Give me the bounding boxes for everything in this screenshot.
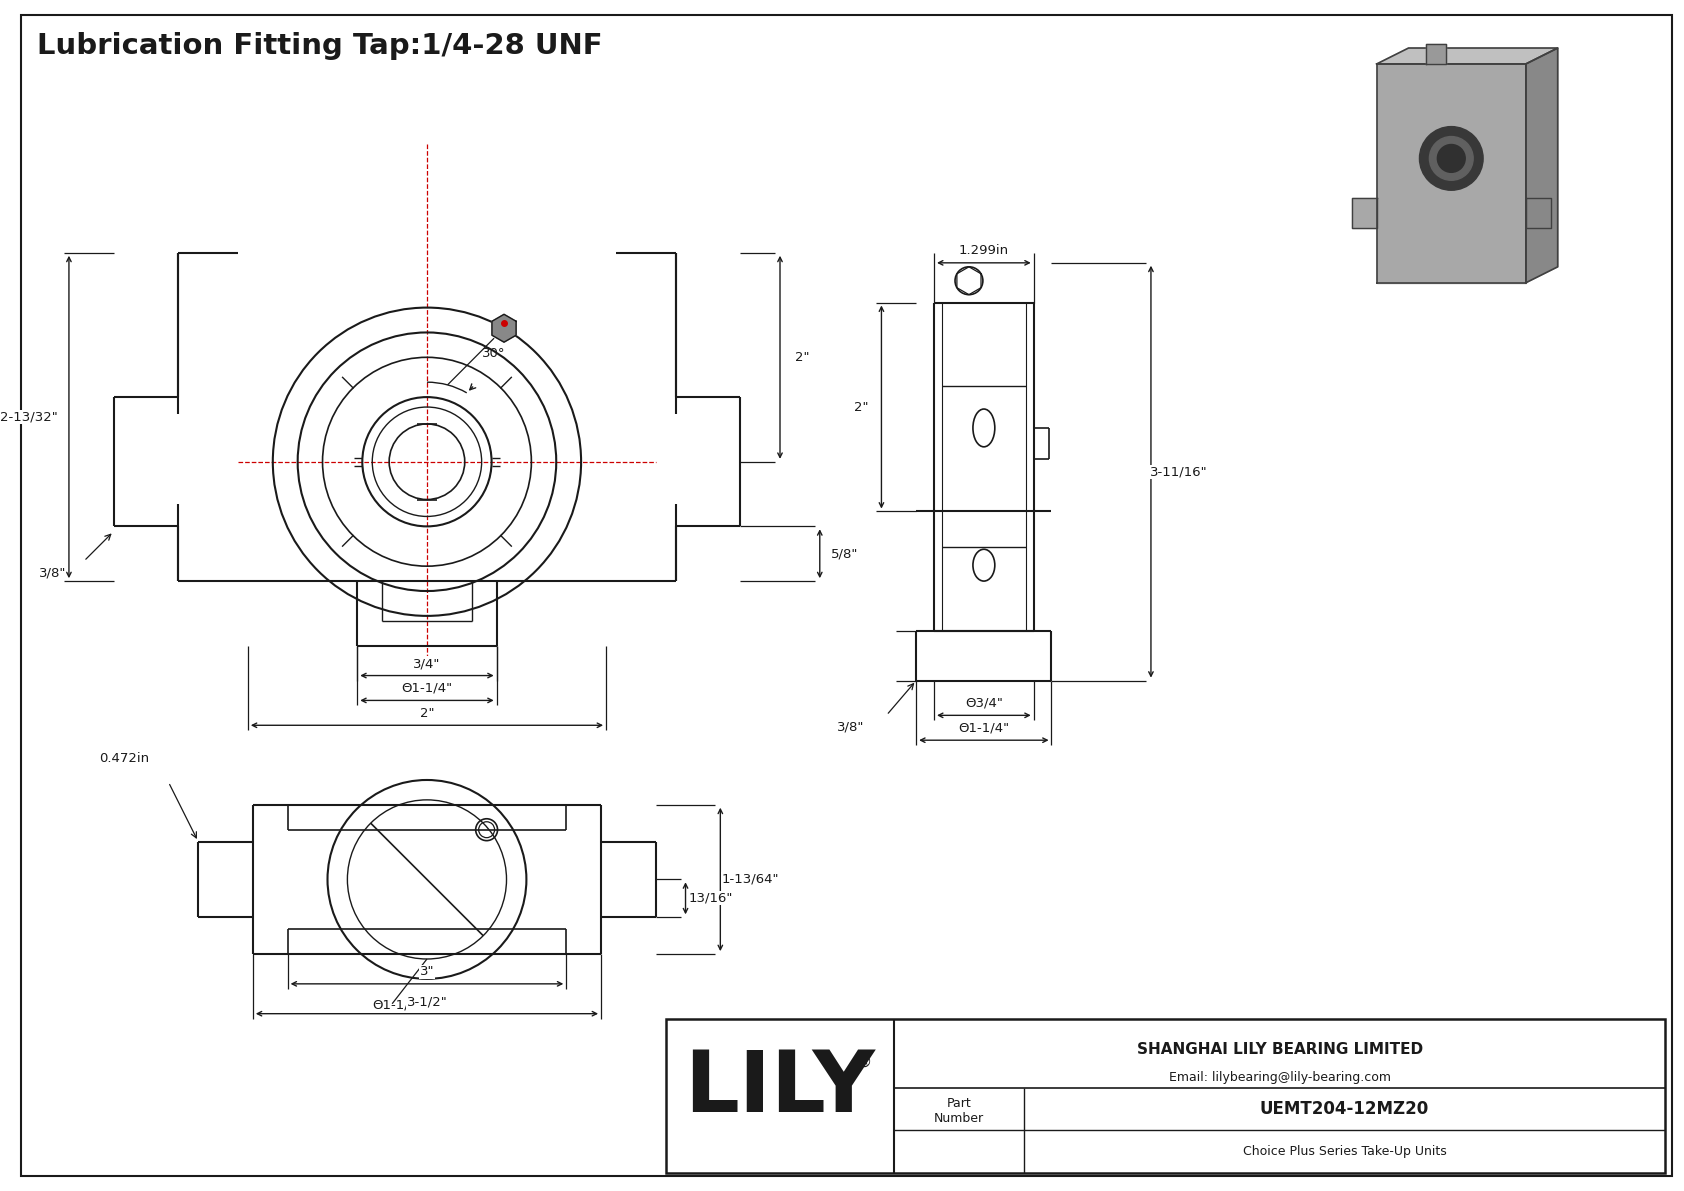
Text: 2": 2" <box>419 706 434 719</box>
Text: 3/4": 3/4" <box>413 657 441 671</box>
Text: 2": 2" <box>795 351 808 363</box>
Circle shape <box>1430 137 1474 180</box>
Text: Θ3/4": Θ3/4" <box>965 697 1002 710</box>
Polygon shape <box>1352 198 1378 227</box>
Circle shape <box>1420 126 1484 191</box>
Text: 1.299in: 1.299in <box>958 244 1009 257</box>
Text: 3": 3" <box>419 966 434 979</box>
Text: Choice Plus Series Take-Up Units: Choice Plus Series Take-Up Units <box>1243 1145 1447 1158</box>
Text: 3/8": 3/8" <box>837 721 864 734</box>
Bar <box>665 1018 1665 1173</box>
Text: 13/16": 13/16" <box>689 892 733 905</box>
Text: 30°: 30° <box>482 348 505 361</box>
Text: Email: lilybearing@lily-bearing.com: Email: lilybearing@lily-bearing.com <box>1169 1071 1391 1084</box>
Text: Θ1-1/4": Θ1-1/4" <box>401 682 453 696</box>
Text: Θ1-1/4": Θ1-1/4" <box>958 722 1009 735</box>
Polygon shape <box>1378 48 1558 64</box>
Text: 2-13/32": 2-13/32" <box>0 411 57 424</box>
Text: Lubrication Fitting Tap:1/4-28 UNF: Lubrication Fitting Tap:1/4-28 UNF <box>37 32 603 60</box>
Text: Θ1-1/4": Θ1-1/4" <box>372 999 423 1011</box>
Polygon shape <box>492 314 515 342</box>
Text: SHANGHAI LILY BEARING LIMITED: SHANGHAI LILY BEARING LIMITED <box>1137 1042 1423 1056</box>
Polygon shape <box>1426 44 1447 64</box>
Text: 2": 2" <box>854 400 869 413</box>
Text: UEMT204-12MZ20: UEMT204-12MZ20 <box>1260 1099 1430 1118</box>
Text: ®: ® <box>857 1054 872 1070</box>
Text: Part
Number: Part Number <box>935 1097 983 1124</box>
Polygon shape <box>1526 48 1558 282</box>
Polygon shape <box>1378 64 1526 282</box>
Text: LILY: LILY <box>684 1047 876 1129</box>
Text: 5/8": 5/8" <box>830 547 859 560</box>
Polygon shape <box>1526 198 1551 227</box>
Text: 3/8": 3/8" <box>39 566 66 579</box>
Circle shape <box>1438 144 1465 173</box>
Text: 1-13/64": 1-13/64" <box>721 873 780 886</box>
Text: 3-1/2": 3-1/2" <box>406 996 448 1009</box>
Text: 3-11/16": 3-11/16" <box>1150 466 1207 478</box>
Text: 0.472in: 0.472in <box>99 752 148 765</box>
